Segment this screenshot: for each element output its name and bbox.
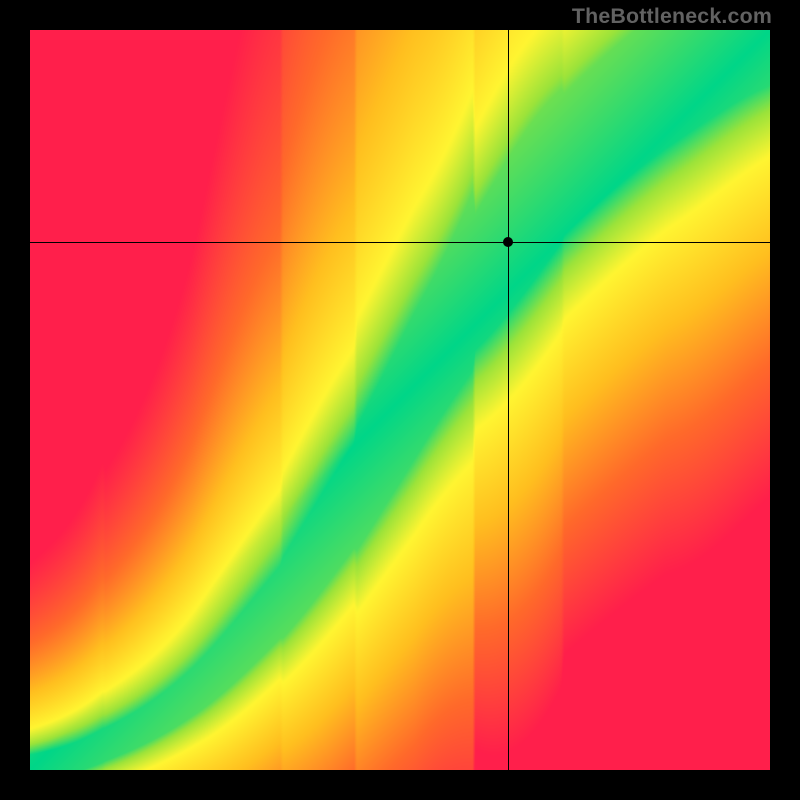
marker-point [503,237,513,247]
chart-container: TheBottleneck.com [0,0,800,800]
crosshair-horizontal [30,242,770,243]
crosshair-vertical [508,30,509,770]
watermark-text: TheBottleneck.com [572,4,772,29]
heatmap-canvas [30,30,770,770]
plot-area [30,30,770,770]
